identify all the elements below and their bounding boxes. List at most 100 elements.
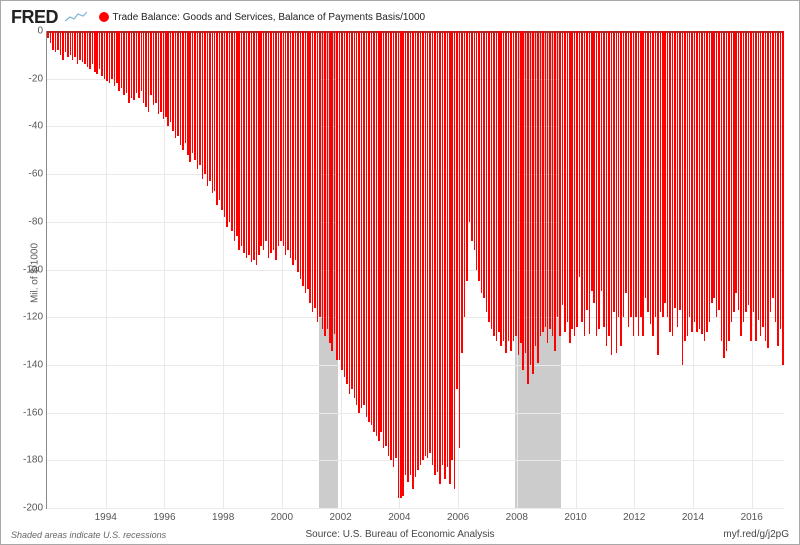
chart-bar bbox=[633, 31, 635, 336]
chart-bar bbox=[99, 31, 101, 69]
chart-bar bbox=[268, 31, 270, 258]
chart-bar bbox=[354, 31, 356, 398]
chart-bar bbox=[613, 31, 615, 312]
chart-bar bbox=[650, 31, 652, 324]
chart-bar bbox=[118, 31, 120, 91]
x-tick-label: 2016 bbox=[741, 512, 763, 523]
chart-bar bbox=[777, 31, 779, 346]
chart-bar bbox=[376, 31, 378, 436]
chart-bar bbox=[515, 31, 517, 336]
chart-bar bbox=[410, 31, 412, 475]
chart-bar bbox=[662, 31, 664, 317]
chart-bar bbox=[412, 31, 414, 489]
chart-bar bbox=[114, 31, 116, 86]
y-tick-label: -140 bbox=[23, 359, 43, 370]
chart-bar bbox=[385, 31, 387, 446]
chart-bar bbox=[635, 31, 637, 317]
chart-bar bbox=[782, 31, 784, 365]
chart-bar bbox=[145, 31, 147, 107]
chart-bar bbox=[94, 31, 96, 72]
chart-bar bbox=[442, 31, 444, 465]
chart-bar bbox=[432, 31, 434, 465]
chart-bar bbox=[500, 31, 502, 346]
chart-bar bbox=[207, 31, 209, 186]
chart-bar bbox=[74, 31, 76, 57]
chart-bar bbox=[234, 31, 236, 241]
chart-bar bbox=[616, 31, 618, 353]
chart-bar bbox=[608, 31, 610, 336]
chart-bar bbox=[427, 31, 429, 458]
chart-bar bbox=[324, 31, 326, 336]
chart-bar bbox=[111, 31, 113, 79]
chart-bar bbox=[187, 31, 189, 155]
chart-bar bbox=[743, 31, 745, 322]
chart-bar bbox=[623, 31, 625, 317]
chart-bar bbox=[104, 31, 106, 79]
chart-bar bbox=[713, 31, 715, 298]
chart-bar bbox=[170, 31, 172, 122]
chart-bar bbox=[672, 31, 674, 336]
chart-bar bbox=[491, 31, 493, 329]
chart-bar bbox=[574, 31, 576, 336]
footer-link[interactable]: myf.red/g/j2pG bbox=[723, 529, 789, 540]
chart-bar bbox=[96, 31, 98, 74]
chart-bar bbox=[772, 31, 774, 298]
chart-bar bbox=[439, 31, 441, 484]
chart-bar bbox=[287, 31, 289, 250]
chart-bar bbox=[586, 31, 588, 310]
chart-bar bbox=[518, 31, 520, 355]
chart-bar bbox=[422, 31, 424, 460]
chart-bar bbox=[128, 31, 130, 103]
y-tick-label: -40 bbox=[29, 121, 43, 132]
chart-bar bbox=[540, 31, 542, 336]
chart-bar bbox=[630, 31, 632, 317]
x-tick-label: 1996 bbox=[153, 512, 175, 523]
chart-bar bbox=[461, 31, 463, 353]
chart-bar bbox=[192, 31, 194, 153]
chart-bar bbox=[593, 31, 595, 303]
footer-recession-note: Shaded areas indicate U.S. recessions bbox=[11, 530, 166, 540]
chart-bar bbox=[319, 31, 321, 317]
chart-bar bbox=[425, 31, 427, 456]
y-tick-label: -160 bbox=[23, 407, 43, 418]
chart-bar bbox=[388, 31, 390, 456]
chart-bar bbox=[464, 31, 466, 317]
chart-bar bbox=[148, 31, 150, 112]
chart-bar bbox=[581, 31, 583, 322]
chart-bar bbox=[400, 31, 402, 498]
chart-bar bbox=[625, 31, 627, 293]
chart-bar bbox=[770, 31, 772, 312]
x-tick-label: 2012 bbox=[623, 512, 645, 523]
chart-bar bbox=[508, 31, 510, 341]
chart-header: FRED Trade Balance: Goods and Services, … bbox=[11, 6, 789, 28]
chart-bar bbox=[513, 31, 515, 341]
chart-bar bbox=[199, 31, 201, 165]
chart-bar bbox=[723, 31, 725, 358]
chart-bar bbox=[109, 31, 111, 83]
chart-bar bbox=[368, 31, 370, 422]
chart-bar bbox=[731, 31, 733, 322]
chart-bar bbox=[449, 31, 451, 484]
chart-bar bbox=[687, 31, 689, 336]
chart-bar bbox=[716, 31, 718, 317]
chart-bar bbox=[219, 31, 221, 200]
chart-bar bbox=[395, 31, 397, 458]
x-tick-label: 1994 bbox=[95, 512, 117, 523]
chart-bar bbox=[584, 31, 586, 336]
chart-bar bbox=[275, 31, 277, 260]
chart-bar bbox=[735, 31, 737, 293]
chart-bar bbox=[258, 31, 260, 255]
chart-bar bbox=[278, 31, 280, 246]
chart-bar bbox=[603, 31, 605, 327]
chart-bar bbox=[466, 31, 468, 281]
chart-bar bbox=[246, 31, 248, 258]
chart-bar bbox=[755, 31, 757, 341]
chart-bar bbox=[349, 31, 351, 394]
chart-bar bbox=[182, 31, 184, 150]
chart-bar bbox=[726, 31, 728, 351]
chart-bar bbox=[667, 31, 669, 317]
chart-bar bbox=[121, 31, 123, 88]
chart-bar bbox=[562, 31, 564, 305]
chart-bar bbox=[197, 31, 199, 169]
chart-bar bbox=[677, 31, 679, 327]
